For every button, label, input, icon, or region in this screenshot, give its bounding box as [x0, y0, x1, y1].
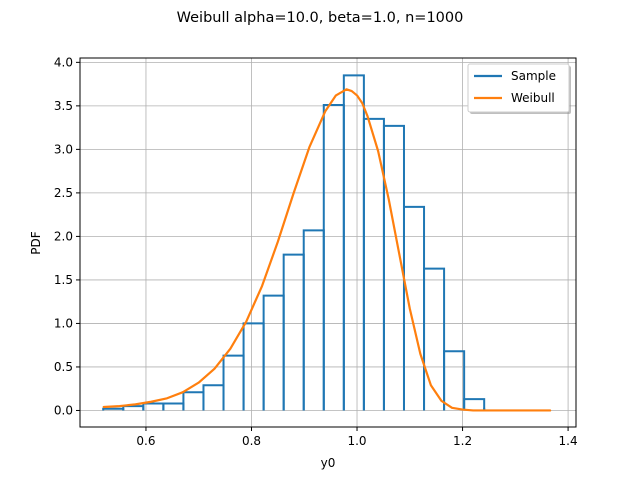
histogram-bar	[222, 354, 245, 411]
x-tick-label: 0.6	[136, 434, 155, 448]
y-tick-label: 1.5	[54, 273, 73, 287]
x-tick-label: 1.2	[453, 434, 472, 448]
x-tick-label: 0.8	[242, 434, 261, 448]
plot-area: 0.6 0.8 1.0 1.2 1.4 0.0 0.5 1.0 1.5 2.0 2.5 3.0 3.5 4…	[54, 55, 578, 448]
y-tick-label: 3.5	[54, 99, 73, 113]
y-tick-label: 2.0	[54, 229, 73, 243]
histogram-bar	[182, 391, 205, 411]
histogram-bar	[342, 74, 365, 411]
y-tick-label: 3.0	[54, 142, 73, 156]
histogram-bar	[282, 253, 305, 411]
histogram-bar	[202, 384, 225, 411]
x-tick-label: 1.0	[347, 434, 366, 448]
histogram-bar	[162, 402, 185, 411]
y-tick-label: 0.5	[54, 360, 73, 374]
y-tick-label: 4.0	[54, 55, 73, 69]
y-tick-label: 0.0	[54, 403, 73, 417]
histogram-bar	[322, 103, 345, 411]
histogram-bar	[463, 398, 486, 411]
histogram-bar	[122, 405, 145, 411]
histogram-bar	[443, 350, 466, 411]
chart-title: Weibull alpha=10.0, beta=1.0, n=1000	[177, 10, 464, 26]
axes-frame	[79, 57, 577, 428]
histogram-bar	[423, 267, 446, 411]
y-tick-label: 1.0	[54, 316, 73, 330]
legend-label-weibull: Weibull	[511, 91, 555, 105]
weibull-curve-line	[102, 88, 552, 412]
histogram-bar	[402, 205, 426, 411]
y-tick-label: 2.5	[54, 186, 73, 200]
legend-label-sample: Sample	[511, 69, 556, 83]
histogram-bar	[262, 294, 285, 411]
x-axis-label: y0	[321, 456, 336, 470]
y-axis-label: PDF	[29, 231, 43, 254]
x-tick-label: 1.4	[559, 434, 578, 448]
histogram-bar	[302, 229, 325, 411]
